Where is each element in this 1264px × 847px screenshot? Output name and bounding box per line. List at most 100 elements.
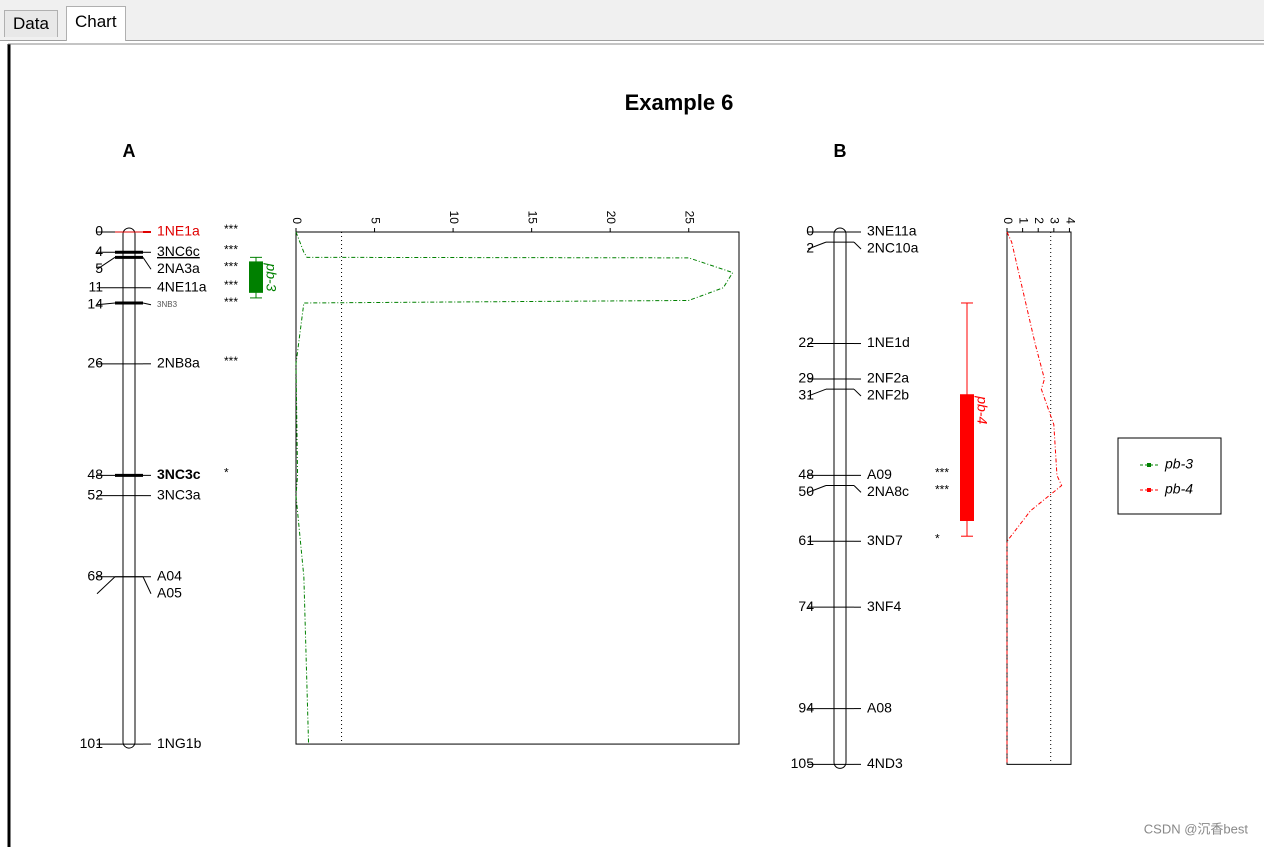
marker-label: 2NB8a xyxy=(157,355,200,371)
position-label: 14 xyxy=(87,295,103,311)
marker-label: 3NF4 xyxy=(867,598,901,614)
chart-area: Example 6 CSDN @沉香best A 0 1NE1a *** 4 3NC6c *… xyxy=(7,43,1264,847)
data-tab[interactable]: Data xyxy=(4,10,58,37)
connector xyxy=(807,388,827,397)
significance: *** xyxy=(224,222,238,236)
position-label: 2 xyxy=(806,240,814,256)
marker-label: 1NG1b xyxy=(157,735,202,751)
chromosome xyxy=(833,227,847,769)
significance: *** xyxy=(935,483,949,497)
position-label: 29 xyxy=(798,370,814,386)
position-label: 94 xyxy=(798,699,814,715)
legend-swatch xyxy=(1147,488,1151,492)
qtl-name: pb-3 xyxy=(263,262,279,291)
connector xyxy=(96,302,116,306)
lod-curve xyxy=(295,231,734,745)
qtl-name: pb-4 xyxy=(974,395,990,424)
position-label: 61 xyxy=(798,532,814,548)
position-label: 52 xyxy=(87,486,103,502)
group-label: B xyxy=(834,141,847,161)
position-label: 50 xyxy=(798,483,814,499)
marker-label: 2NC10a xyxy=(867,240,919,256)
lod-tick-label: 3 xyxy=(1048,217,1062,224)
lod-tick-label: 10 xyxy=(447,211,461,225)
tab-bar: Data Chart xyxy=(0,0,1264,41)
position-label: 11 xyxy=(88,278,103,294)
lod-tick-label: 0 xyxy=(1001,217,1015,224)
position-label: 48 xyxy=(798,466,814,482)
position-label: 4 xyxy=(95,243,103,259)
marker-label: 2NA3a xyxy=(157,260,200,276)
position-label: 0 xyxy=(806,223,814,239)
position-label: 105 xyxy=(791,755,815,771)
qtl-box xyxy=(249,261,263,293)
marker-label: 2NF2a xyxy=(867,370,909,386)
significance: *** xyxy=(224,295,238,309)
marker-label: 3NC6c xyxy=(157,243,200,259)
connector xyxy=(853,388,862,397)
lod-tick-label: 0 xyxy=(290,217,304,224)
significance: *** xyxy=(224,242,238,256)
lod-tick-label: 1 xyxy=(1016,217,1030,224)
marker-label: 3NC3c xyxy=(157,466,201,482)
marker-label: 4ND3 xyxy=(867,755,903,771)
connector xyxy=(142,576,152,594)
marker-label: A09 xyxy=(867,466,892,482)
chart-frame xyxy=(8,44,1264,847)
connector xyxy=(853,485,862,493)
significance: *** xyxy=(224,278,238,292)
connector xyxy=(853,241,862,250)
lod-tick-label: 4 xyxy=(1063,217,1077,224)
connector xyxy=(807,485,827,493)
lod-frame xyxy=(295,231,740,745)
lod-tick-label: 25 xyxy=(683,211,697,225)
marker-label: A08 xyxy=(867,699,892,715)
position-label: 31 xyxy=(798,387,814,403)
position-label: 26 xyxy=(87,355,103,371)
marker-label: 1NE1d xyxy=(867,334,910,350)
lod-tick-label: 20 xyxy=(604,211,618,225)
legend-swatch xyxy=(1147,463,1151,467)
legend-label: pb-4 xyxy=(1164,481,1193,497)
connector xyxy=(96,576,116,595)
connector xyxy=(96,256,116,270)
legend-label: pb-3 xyxy=(1164,456,1193,472)
qtl-box xyxy=(960,394,974,521)
position-label: 74 xyxy=(798,598,814,614)
significance: *** xyxy=(224,354,238,368)
position-label: 22 xyxy=(798,334,814,350)
marker-label: 3ND7 xyxy=(867,532,903,548)
lod-curve xyxy=(1006,231,1063,765)
lod-frame xyxy=(1006,231,1072,765)
significance: * xyxy=(935,531,940,545)
legend xyxy=(1117,437,1222,515)
connector xyxy=(142,302,152,306)
connector xyxy=(142,257,152,270)
significance: *** xyxy=(935,466,949,480)
lod-tick-label: 2 xyxy=(1032,217,1046,224)
marker-label: 1NE1a xyxy=(157,223,200,239)
marker-label: 4NE11a xyxy=(157,278,207,294)
lod-tick-label: 5 xyxy=(368,217,382,224)
position-label: 48 xyxy=(87,466,103,482)
position-label: 101 xyxy=(80,735,104,751)
chart-tab[interactable]: Chart xyxy=(66,6,126,41)
marker-label: 2NF2b xyxy=(867,387,909,403)
group-label: A xyxy=(123,141,136,161)
significance: *** xyxy=(224,259,238,273)
marker-label: 3NE11a xyxy=(867,223,917,239)
connector xyxy=(807,241,827,250)
marker-label: A05 xyxy=(157,584,182,600)
watermark: CSDN @沉香best xyxy=(1144,821,1249,836)
position-label: 68 xyxy=(87,567,103,583)
lod-tick-label: 15 xyxy=(525,211,539,225)
marker-label: A04 xyxy=(157,567,182,583)
marker-label: 3NC3a xyxy=(157,486,201,502)
marker-label: 2NA8c xyxy=(867,483,909,499)
chromosome xyxy=(122,227,136,749)
position-label: 5 xyxy=(95,260,103,276)
chart-title: Example 6 xyxy=(625,90,734,115)
position-label: 0 xyxy=(95,223,103,239)
significance: * xyxy=(224,466,229,480)
